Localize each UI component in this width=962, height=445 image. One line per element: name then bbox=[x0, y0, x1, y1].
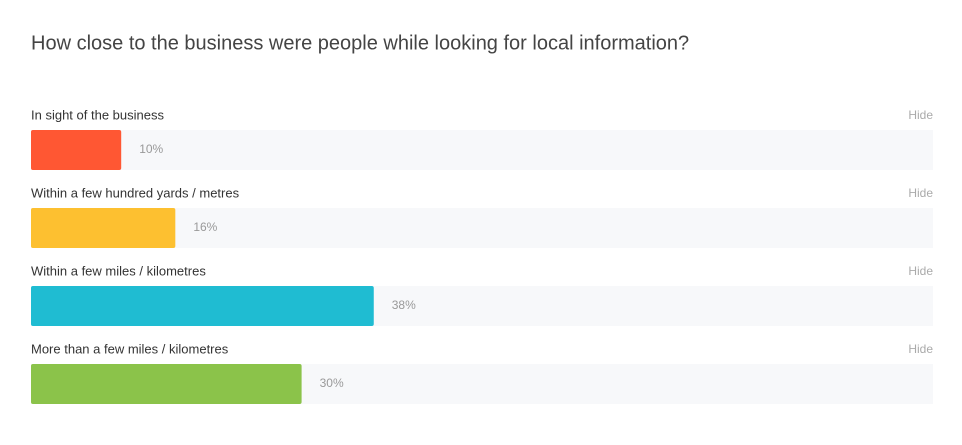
hide-button[interactable]: Hide bbox=[908, 264, 933, 278]
hide-button[interactable]: Hide bbox=[908, 342, 933, 356]
value-label: 30% bbox=[320, 376, 344, 390]
bar-track bbox=[31, 208, 933, 248]
category-label: In sight of the business bbox=[31, 107, 164, 122]
bar bbox=[31, 130, 122, 170]
bar-track bbox=[31, 130, 933, 170]
chart-title: How close to the business were people wh… bbox=[31, 32, 689, 54]
value-label: 38% bbox=[392, 298, 416, 312]
bar bbox=[31, 364, 302, 404]
hide-button[interactable]: Hide bbox=[908, 186, 933, 200]
bar bbox=[31, 286, 374, 326]
category-label: Within a few hundred yards / metres bbox=[31, 185, 240, 200]
bar bbox=[31, 208, 176, 248]
category-label: Within a few miles / kilometres bbox=[31, 263, 206, 278]
value-label: 16% bbox=[193, 220, 217, 234]
hide-button[interactable]: Hide bbox=[908, 108, 933, 122]
category-label: More than a few miles / kilometres bbox=[31, 341, 229, 356]
value-label: 10% bbox=[139, 142, 163, 156]
